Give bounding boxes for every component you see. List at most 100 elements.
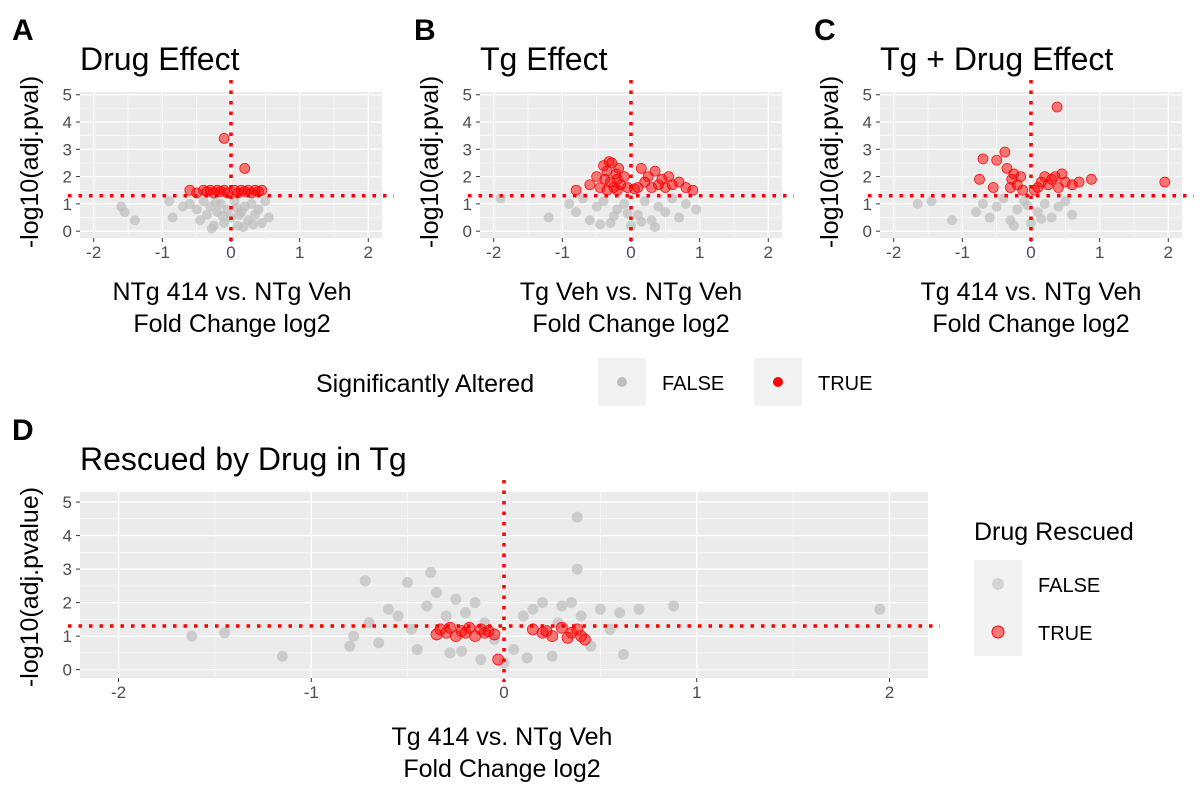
data-point-false: [450, 593, 462, 605]
data-point-false: [431, 587, 443, 599]
data-point-false: [608, 211, 619, 222]
data-point-false: [348, 630, 360, 642]
data-point-false: [217, 211, 228, 222]
data-point-true: [540, 625, 553, 637]
data-point-false: [184, 198, 195, 209]
data-point-true: [613, 163, 625, 174]
data-point-false: [650, 222, 661, 233]
x-tick-label: 1: [695, 243, 704, 262]
data-point-false: [382, 603, 394, 615]
data-point-true: [601, 184, 613, 196]
data-point-true: [987, 182, 999, 193]
panel-c-xlabel-line2: Fold Change log2: [932, 310, 1129, 338]
y-tick-label: 1: [63, 195, 72, 214]
data-point-false: [874, 603, 886, 615]
y-tick-label: 1: [63, 627, 72, 646]
data-point-false: [1012, 204, 1023, 215]
data-point-false: [653, 201, 664, 212]
rescue-legend-true-label: TRUE: [1038, 623, 1092, 645]
x-tick-label: 1: [1095, 243, 1104, 262]
x-tick-label: 1: [692, 683, 701, 702]
rescue-legend: Drug Rescued FALSE TRUE: [974, 518, 1134, 656]
data-point-false: [238, 222, 249, 233]
y-tick-label: 1: [863, 195, 872, 214]
y-tick-label: 4: [463, 113, 472, 132]
rescue-legend-title: Drug Rescued: [974, 518, 1134, 546]
data-point-false: [622, 208, 633, 219]
data-point-false: [1026, 217, 1036, 228]
data-point-false: [402, 576, 414, 588]
data-point-false: [660, 207, 671, 218]
x-tick-label: 0: [226, 243, 235, 262]
y-tick-label: 5: [463, 86, 472, 105]
data-point-false: [639, 196, 650, 207]
data-point-false: [411, 644, 423, 656]
data-point-false: [1046, 212, 1057, 223]
legend-key-true-dot: [773, 377, 783, 387]
data-point-false: [1036, 213, 1047, 224]
panel-d-plot: -2 -1 0 1 2 0 1 2 3 4 5: [63, 480, 940, 702]
y-tick-label: 2: [63, 594, 72, 613]
data-point-true: [1017, 184, 1029, 196]
data-point-false: [195, 215, 206, 226]
x-tick-label: -2: [86, 243, 101, 262]
data-point-false: [564, 198, 575, 209]
x-tick-label: -1: [955, 243, 970, 262]
data-point-false: [1053, 201, 1064, 212]
data-point-false: [219, 627, 231, 639]
panel-c-ylabel: -log10(adj.pval): [816, 76, 844, 248]
panel-c-plot: -2 -1 0 1 2 0 1 2 3 4 5: [863, 80, 1194, 262]
data-point-false: [680, 198, 691, 209]
y-tick-label: 4: [63, 113, 72, 132]
panel-a-ylabel: -log10(adj.pval): [16, 76, 44, 248]
significance-legend-false-label: FALSE: [662, 373, 724, 395]
panel-b: B Tg Effect -2 -1 0 1 2 0 1 2 3 4 5 -log10(adj.pva…: [414, 14, 794, 338]
x-tick-label: -1: [555, 243, 570, 262]
panel-d-xlabel-line2: Fold Change log2: [403, 755, 600, 783]
panel-b-plot: -2 -1 0 1 2 0 1 2 3 4 5: [463, 80, 794, 262]
data-point-false: [626, 220, 636, 231]
data-point-true: [991, 154, 1003, 166]
data-point-false: [1060, 196, 1071, 207]
y-tick-label: 4: [63, 527, 72, 546]
y-tick-label: 2: [463, 168, 472, 187]
data-point-false: [971, 207, 982, 218]
panel-d-letter: D: [12, 414, 34, 447]
data-point-false: [977, 198, 988, 209]
x-tick-label: -1: [155, 243, 170, 262]
data-point-false: [456, 645, 468, 657]
data-point-false: [201, 209, 212, 220]
x-tick-label: 2: [885, 683, 894, 702]
rescue-key-true-dot: [991, 625, 1005, 639]
data-point-true: [635, 163, 647, 174]
data-point-false: [543, 212, 554, 223]
panel-d-title: Rescued by Drug in Tg: [80, 441, 407, 477]
data-point-false: [210, 197, 221, 208]
panel-c: C Tg + Drug Effect -2 -1 0 1 2 0 1 2 3 4 5 -log10(…: [814, 14, 1194, 338]
data-point-true: [256, 184, 268, 196]
data-point-false: [167, 212, 178, 223]
data-point-false: [571, 207, 582, 218]
data-point-false: [253, 204, 264, 215]
data-point-false: [186, 630, 198, 642]
data-point-true: [1015, 171, 1027, 182]
panel-d: D Rescued by Drug in Tg -2 -1 0 1 2 0 1 2 3 4 5 -l…: [12, 414, 940, 783]
data-point-false: [1067, 209, 1078, 220]
panel-d-xlabel-line1: Tg 414 vs. NTg Veh: [392, 723, 613, 751]
panel-b-xlabel-line2: Fold Change log2: [532, 310, 729, 338]
data-point-true: [218, 132, 230, 144]
panel-c-letter: C: [814, 14, 836, 47]
data-point-false: [926, 196, 937, 207]
x-tick-label: 2: [364, 243, 373, 262]
panel-a: A Drug Effect -2 -1 0 1 2 0 1 2 3 4 5 -log10(adj.p…: [12, 14, 394, 338]
rescue-key-false-dot: [992, 578, 1004, 590]
data-point-true: [977, 153, 989, 165]
y-tick-label: 0: [63, 222, 72, 241]
data-point-true: [974, 173, 985, 185]
y-tick-label: 1: [463, 195, 472, 214]
data-point-false: [276, 650, 288, 662]
data-point-true: [603, 156, 615, 167]
y-tick-label: 3: [863, 140, 872, 159]
y-tick-label: 0: [463, 222, 472, 241]
data-point-false: [1008, 220, 1019, 231]
